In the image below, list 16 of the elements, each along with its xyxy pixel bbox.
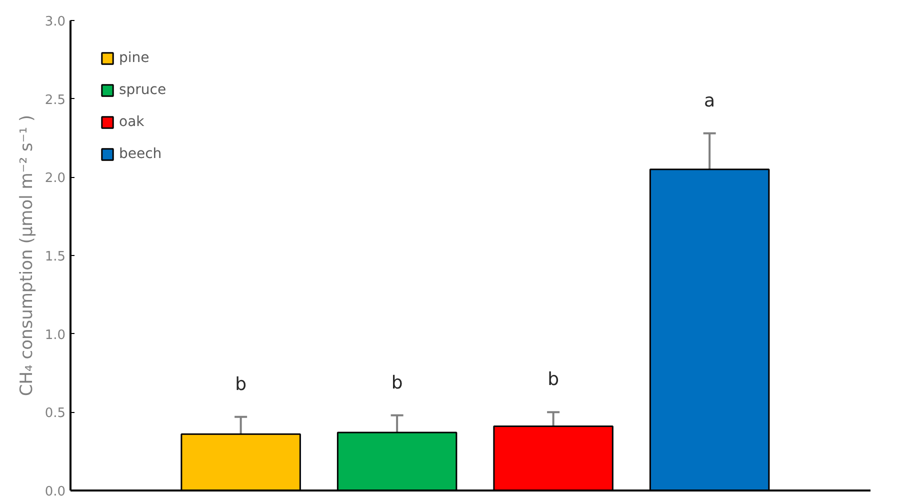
- y-tick-label: 3.0: [44, 14, 66, 30]
- annotation: a: [704, 90, 716, 112]
- annotation: b: [235, 374, 247, 395]
- legend-label: oak: [119, 114, 144, 130]
- legend-label: pine: [119, 50, 150, 66]
- y-axis-title: CH₄ consumption (µmol m⁻² s⁻¹ ): [16, 114, 37, 396]
- legend-label: spruce: [119, 82, 166, 98]
- annotation: b: [548, 369, 560, 390]
- legend-label: beech: [119, 146, 162, 162]
- annotation: b: [391, 372, 403, 394]
- y-tick-label: 0.5: [44, 406, 66, 422]
- y-tick-label: 1.0: [44, 328, 66, 343]
- y-tick-label: 2.5: [44, 92, 66, 108]
- y-tick-label: 0.0: [44, 484, 66, 500]
- y-tick-label: 1.5: [44, 250, 66, 264]
- y-tick-label: 2.0: [44, 171, 66, 186]
